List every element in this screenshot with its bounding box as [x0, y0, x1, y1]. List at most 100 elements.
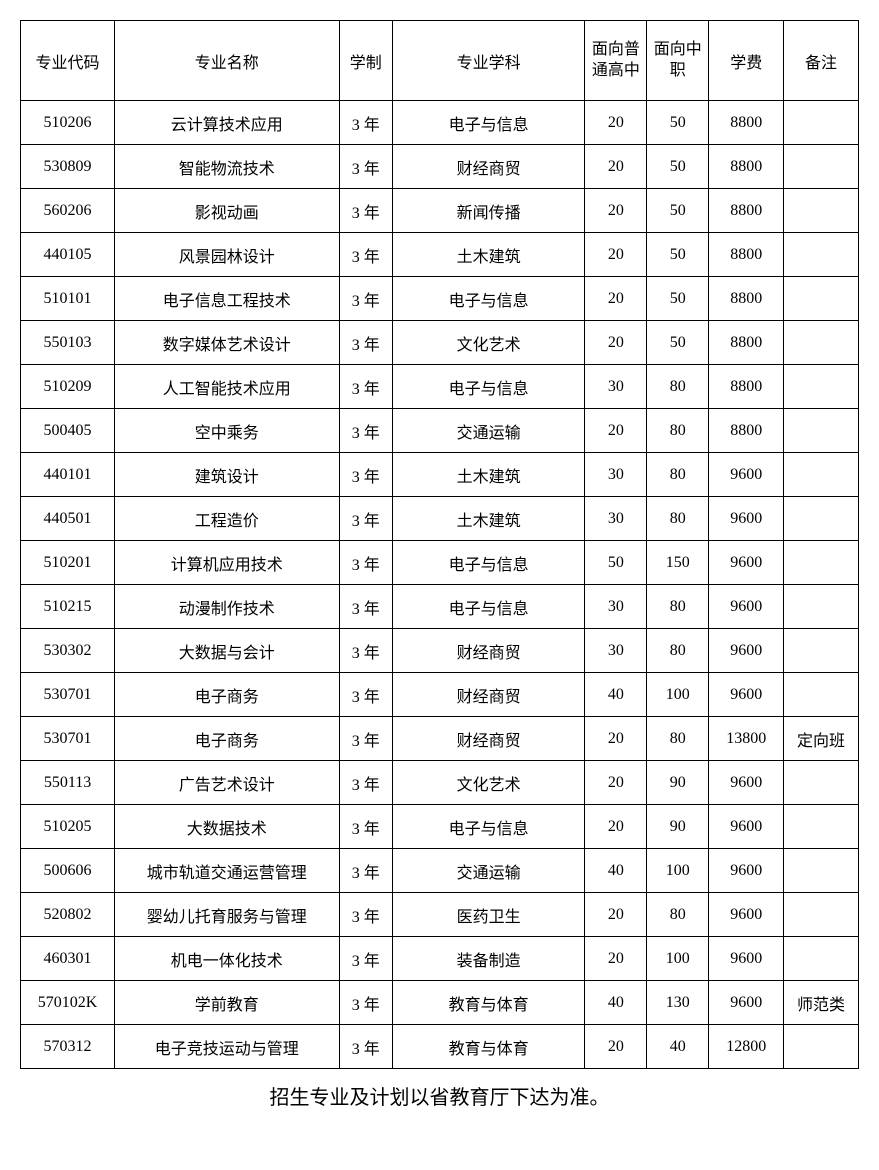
- header-code: 专业代码: [21, 21, 115, 101]
- cell-highschool: 20: [585, 937, 647, 981]
- cell-tuition: 8800: [709, 409, 784, 453]
- cell-discipline: 文化艺术: [392, 761, 584, 805]
- cell-remark: [784, 101, 859, 145]
- cell-remark: [784, 893, 859, 937]
- cell-discipline: 教育与体育: [392, 981, 584, 1025]
- cell-remark: [784, 805, 859, 849]
- cell-discipline: 教育与体育: [392, 1025, 584, 1069]
- cell-discipline: 装备制造: [392, 937, 584, 981]
- table-row: 500606城市轨道交通运营管理3 年交通运输401009600: [21, 849, 859, 893]
- table-row: 440105风景园林设计3 年土木建筑20508800: [21, 233, 859, 277]
- cell-duration: 3 年: [339, 145, 392, 189]
- cell-vocational: 50: [647, 189, 709, 233]
- cell-remark: 师范类: [784, 981, 859, 1025]
- cell-vocational: 90: [647, 805, 709, 849]
- cell-tuition: 9600: [709, 497, 784, 541]
- table-header-row: 专业代码 专业名称 学制 专业学科 面向普通高中 面向中职 学费 备注: [21, 21, 859, 101]
- header-duration: 学制: [339, 21, 392, 101]
- cell-remark: [784, 365, 859, 409]
- cell-highschool: 30: [585, 497, 647, 541]
- cell-highschool: 20: [585, 761, 647, 805]
- table-row: 510206云计算技术应用3 年电子与信息20508800: [21, 101, 859, 145]
- cell-vocational: 130: [647, 981, 709, 1025]
- cell-duration: 3 年: [339, 893, 392, 937]
- cell-highschool: 30: [585, 453, 647, 497]
- cell-name: 广告艺术设计: [115, 761, 339, 805]
- cell-discipline: 电子与信息: [392, 541, 584, 585]
- cell-tuition: 9600: [709, 761, 784, 805]
- cell-remark: [784, 321, 859, 365]
- majors-table: 专业代码 专业名称 学制 专业学科 面向普通高中 面向中职 学费 备注 5102…: [20, 20, 859, 1069]
- cell-duration: 3 年: [339, 541, 392, 585]
- cell-highschool: 20: [585, 189, 647, 233]
- cell-vocational: 100: [647, 937, 709, 981]
- cell-name: 电子信息工程技术: [115, 277, 339, 321]
- cell-tuition: 9600: [709, 849, 784, 893]
- cell-discipline: 财经商贸: [392, 717, 584, 761]
- cell-name: 婴幼儿托育服务与管理: [115, 893, 339, 937]
- cell-tuition: 9600: [709, 981, 784, 1025]
- cell-name: 电子竞技运动与管理: [115, 1025, 339, 1069]
- cell-discipline: 电子与信息: [392, 585, 584, 629]
- cell-vocational: 100: [647, 849, 709, 893]
- cell-duration: 3 年: [339, 409, 392, 453]
- header-name: 专业名称: [115, 21, 339, 101]
- cell-name: 机电一体化技术: [115, 937, 339, 981]
- table-row: 510209人工智能技术应用3 年电子与信息30808800: [21, 365, 859, 409]
- table-row: 570102K学前教育3 年教育与体育401309600师范类: [21, 981, 859, 1025]
- cell-discipline: 电子与信息: [392, 365, 584, 409]
- cell-tuition: 8800: [709, 365, 784, 409]
- cell-highschool: 20: [585, 893, 647, 937]
- cell-name: 动漫制作技术: [115, 585, 339, 629]
- header-tuition: 学费: [709, 21, 784, 101]
- cell-code: 510206: [21, 101, 115, 145]
- header-remark: 备注: [784, 21, 859, 101]
- cell-duration: 3 年: [339, 673, 392, 717]
- cell-discipline: 医药卫生: [392, 893, 584, 937]
- table-row: 510215动漫制作技术3 年电子与信息30809600: [21, 585, 859, 629]
- table-row: 440501工程造价3 年土木建筑30809600: [21, 497, 859, 541]
- table-row: 530809智能物流技术3 年财经商贸20508800: [21, 145, 859, 189]
- cell-discipline: 土木建筑: [392, 453, 584, 497]
- cell-tuition: 8800: [709, 101, 784, 145]
- cell-discipline: 财经商贸: [392, 673, 584, 717]
- cell-code: 510215: [21, 585, 115, 629]
- table-row: 570312电子竞技运动与管理3 年教育与体育204012800: [21, 1025, 859, 1069]
- header-vocational: 面向中职: [647, 21, 709, 101]
- cell-tuition: 9600: [709, 541, 784, 585]
- cell-discipline: 交通运输: [392, 849, 584, 893]
- cell-name: 影视动画: [115, 189, 339, 233]
- cell-name: 建筑设计: [115, 453, 339, 497]
- cell-highschool: 20: [585, 145, 647, 189]
- cell-remark: [784, 541, 859, 585]
- cell-vocational: 80: [647, 717, 709, 761]
- table-row: 510101电子信息工程技术3 年电子与信息20508800: [21, 277, 859, 321]
- cell-remark: [784, 585, 859, 629]
- cell-remark: [784, 409, 859, 453]
- cell-highschool: 40: [585, 981, 647, 1025]
- cell-remark: [784, 189, 859, 233]
- cell-code: 510205: [21, 805, 115, 849]
- cell-name: 云计算技术应用: [115, 101, 339, 145]
- cell-vocational: 80: [647, 409, 709, 453]
- cell-duration: 3 年: [339, 937, 392, 981]
- cell-tuition: 8800: [709, 145, 784, 189]
- table-row: 550113广告艺术设计3 年文化艺术20909600: [21, 761, 859, 805]
- cell-duration: 3 年: [339, 101, 392, 145]
- cell-tuition: 12800: [709, 1025, 784, 1069]
- cell-vocational: 80: [647, 497, 709, 541]
- cell-name: 电子商务: [115, 673, 339, 717]
- cell-vocational: 50: [647, 145, 709, 189]
- cell-remark: [784, 761, 859, 805]
- table-row: 560206影视动画3 年新闻传播20508800: [21, 189, 859, 233]
- cell-tuition: 9600: [709, 629, 784, 673]
- cell-code: 530302: [21, 629, 115, 673]
- cell-tuition: 9600: [709, 805, 784, 849]
- table-row: 530701电子商务3 年财经商贸208013800定向班: [21, 717, 859, 761]
- cell-name: 大数据技术: [115, 805, 339, 849]
- cell-highschool: 20: [585, 101, 647, 145]
- cell-code: 550103: [21, 321, 115, 365]
- cell-tuition: 8800: [709, 277, 784, 321]
- cell-remark: [784, 849, 859, 893]
- cell-code: 530809: [21, 145, 115, 189]
